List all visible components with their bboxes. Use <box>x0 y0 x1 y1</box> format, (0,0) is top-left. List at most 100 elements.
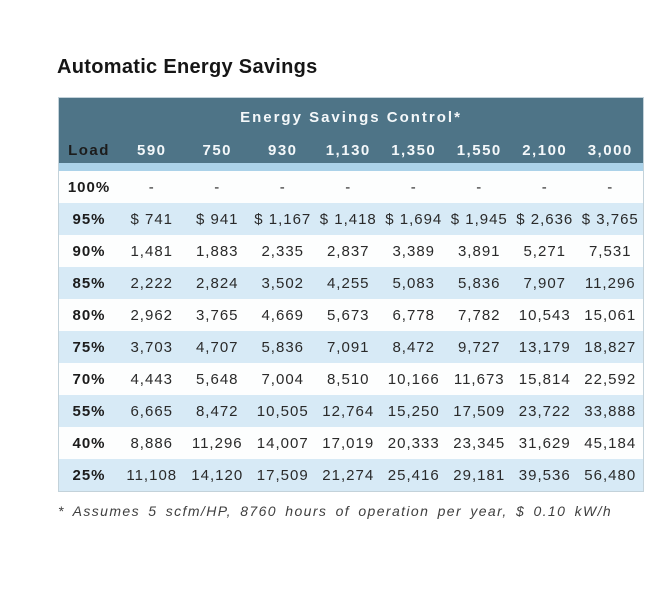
value-cell: 8,886 <box>130 434 174 452</box>
value-cell: 11,296 <box>584 274 636 292</box>
value-cell: 12,764 <box>322 402 375 420</box>
value-cell: 8,472 <box>392 338 436 356</box>
value-cell: 6,778 <box>392 306 436 324</box>
table-row: 80% 2,962 3,765 4,669 5,673 6,778 7,782 10,543 1… <box>59 299 643 331</box>
value-cell: 15,250 <box>387 402 440 420</box>
value-cell: 11,296 <box>191 434 243 452</box>
table-row: 70% 4,443 5,648 7,004 8,510 10,166 11,673 15,81… <box>59 363 643 395</box>
value-cell: 5,083 <box>392 274 436 292</box>
table-row: 90% 1,481 1,883 2,335 2,837 3,389 3,891 5,271 7,… <box>59 235 643 267</box>
value-cell: $ 941 <box>195 210 239 228</box>
table-row: 95% $ 741 $ 941 $ 1,167 $ 1,418 $ 1,694 $ 1,94… <box>59 203 643 235</box>
value-cell: 3,891 <box>457 242 501 260</box>
value-cell: $ 1,167 <box>254 210 312 228</box>
value-cell: 22,592 <box>584 370 637 388</box>
value-cell: 13,179 <box>518 338 571 356</box>
value-cell: 11,673 <box>453 370 505 388</box>
value-cell: - <box>214 178 221 196</box>
table-body: 100% - - - - - - - - 95% $ 741 $ 941 $ 1,167 $ 1,418 $… <box>59 171 643 491</box>
value-cell: $ 2,636 <box>516 210 574 228</box>
column-header: 2,100 <box>522 141 568 159</box>
load-cell: 85% <box>72 274 106 292</box>
value-cell: 6,665 <box>130 402 174 420</box>
value-cell: 3,765 <box>195 306 239 324</box>
value-cell: 23,345 <box>453 434 506 452</box>
footnote: * Assumes 5 scfm/HP, 8760 hours of opera… <box>58 503 613 519</box>
load-cell: 90% <box>72 242 106 260</box>
value-cell: 29,181 <box>453 466 506 484</box>
column-header: 1,350 <box>391 141 437 159</box>
energy-savings-table: Energy Savings Control* Load 590 750 930 1,1… <box>58 97 644 492</box>
load-cell: 55% <box>72 402 106 420</box>
value-cell: 56,480 <box>584 466 637 484</box>
table-row: 25% 11,108 14,120 17,509 21,274 25,416 29,181 3… <box>59 459 643 491</box>
band-header-label: Energy Savings Control* <box>240 109 462 126</box>
value-cell: 15,061 <box>584 306 637 324</box>
value-cell: 45,184 <box>584 434 637 452</box>
load-cell: 95% <box>72 210 106 228</box>
value-cell: 2,837 <box>326 242 370 260</box>
value-cell: 1,481 <box>130 242 174 260</box>
value-cell: 11,108 <box>126 466 178 484</box>
value-cell: 5,673 <box>326 306 370 324</box>
value-cell: $ 741 <box>130 210 174 228</box>
column-header: 750 <box>202 141 233 159</box>
load-cell: 75% <box>72 338 106 356</box>
table-row: 75% 3,703 4,707 5,836 7,091 8,472 9,727 13,179 1… <box>59 331 643 363</box>
accent-strip <box>59 163 643 171</box>
value-cell: 2,222 <box>130 274 174 292</box>
column-header: 930 <box>267 141 298 159</box>
value-cell: 18,827 <box>584 338 637 356</box>
value-cell: 10,505 <box>256 402 309 420</box>
value-cell: $ 1,945 <box>450 210 508 228</box>
column-header-load: Load <box>68 141 110 159</box>
value-cell: 10,543 <box>518 306 571 324</box>
table-row: 100% - - - - - - - - <box>59 171 643 203</box>
load-cell: 70% <box>72 370 106 388</box>
table-row: 85% 2,222 2,824 3,502 4,255 5,083 5,836 7,907 11… <box>59 267 643 299</box>
value-cell: 2,824 <box>195 274 239 292</box>
table-row: 55% 6,665 8,472 10,505 12,764 15,250 17,509 23,… <box>59 395 643 427</box>
value-cell: $ 1,694 <box>385 210 443 228</box>
value-cell: 3,389 <box>392 242 436 260</box>
value-cell: - <box>345 178 352 196</box>
value-cell: 3,703 <box>130 338 174 356</box>
table-row: 40% 8,886 11,296 14,007 17,019 20,333 23,345 31… <box>59 427 643 459</box>
value-cell: 7,782 <box>457 306 501 324</box>
value-cell: 14,007 <box>256 434 309 452</box>
value-cell: 5,648 <box>195 370 239 388</box>
value-cell: 5,271 <box>523 242 567 260</box>
value-cell: 21,274 <box>322 466 375 484</box>
load-cell: 80% <box>72 306 106 324</box>
value-cell: 7,004 <box>261 370 305 388</box>
value-cell: 25,416 <box>387 466 440 484</box>
value-cell: 39,536 <box>518 466 571 484</box>
load-cell: 40% <box>72 434 106 452</box>
value-cell: 4,255 <box>326 274 370 292</box>
value-cell: 10,166 <box>387 370 440 388</box>
value-cell: 14,120 <box>191 466 244 484</box>
value-cell: 17,019 <box>322 434 375 452</box>
value-cell: 17,509 <box>256 466 309 484</box>
value-cell: - <box>541 178 548 196</box>
value-cell: 4,443 <box>130 370 174 388</box>
column-header: 1,550 <box>456 141 502 159</box>
value-cell: 8,510 <box>326 370 370 388</box>
column-header: 1,130 <box>325 141 371 159</box>
value-cell: 2,962 <box>130 306 174 324</box>
value-cell: 23,722 <box>518 402 571 420</box>
column-header: 590 <box>136 141 167 159</box>
value-cell: 20,333 <box>387 434 440 452</box>
value-cell: 3,502 <box>261 274 305 292</box>
load-cell: 100% <box>67 178 111 196</box>
value-cell: - <box>148 178 155 196</box>
value-cell: 15,814 <box>518 370 571 388</box>
value-cell: 8,472 <box>195 402 239 420</box>
table-band-header: Energy Savings Control* <box>59 98 643 137</box>
value-cell: - <box>410 178 417 196</box>
value-cell: 33,888 <box>584 402 637 420</box>
column-header: 3,000 <box>587 141 633 159</box>
page-title: Automatic Energy Savings <box>57 56 318 78</box>
value-cell: - <box>476 178 483 196</box>
